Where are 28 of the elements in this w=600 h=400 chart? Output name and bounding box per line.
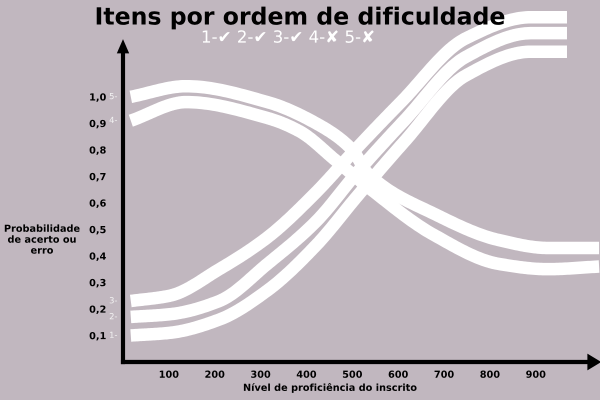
x-tick-label: 500 <box>342 370 362 378</box>
x-tick-label: 400 <box>296 370 316 378</box>
y-tick-label: 0,2 <box>90 305 106 314</box>
series-label: 3- <box>110 297 118 304</box>
y-tick-label: 0,8 <box>90 146 106 155</box>
text: 1-✔ 2-✔ 3-✔ 4-✘ 5-✘ <box>202 30 374 43</box>
y-tick-label: 0,1 <box>90 332 106 341</box>
x-tick-label: 200 <box>205 370 224 378</box>
series-label: 5- <box>110 93 118 100</box>
series-label: 1- <box>110 332 118 338</box>
y-tick-label: 0,3 <box>90 278 106 288</box>
x-tick-label: 600 <box>388 370 408 378</box>
y-axis-title: Probabilidade de acerto ou erro <box>4 224 80 254</box>
y-tick-label: 1,0 <box>90 93 106 102</box>
series-label: 4- <box>110 116 118 123</box>
x-tick-label: 900 <box>526 370 546 378</box>
y-tick-label: 0,5 <box>90 226 106 234</box>
x-axis-title: Nível de proficiência do inscrito <box>244 383 417 393</box>
chart-title: Itens por ordem de dificuldade <box>96 6 504 30</box>
x-tick-label: 800 <box>480 370 500 378</box>
x-tick-label: 700 <box>434 370 454 378</box>
y-tick-label: 0,4 <box>90 252 106 261</box>
series-label: 2- <box>110 313 118 320</box>
y-tick-label: 0,7 <box>90 172 106 182</box>
y-tick-label: 0,6 <box>90 199 106 208</box>
x-tick-label: 300 <box>251 370 270 378</box>
y-tick-label: 0,9 <box>90 120 106 128</box>
x-tick-label: 100 <box>160 370 179 378</box>
